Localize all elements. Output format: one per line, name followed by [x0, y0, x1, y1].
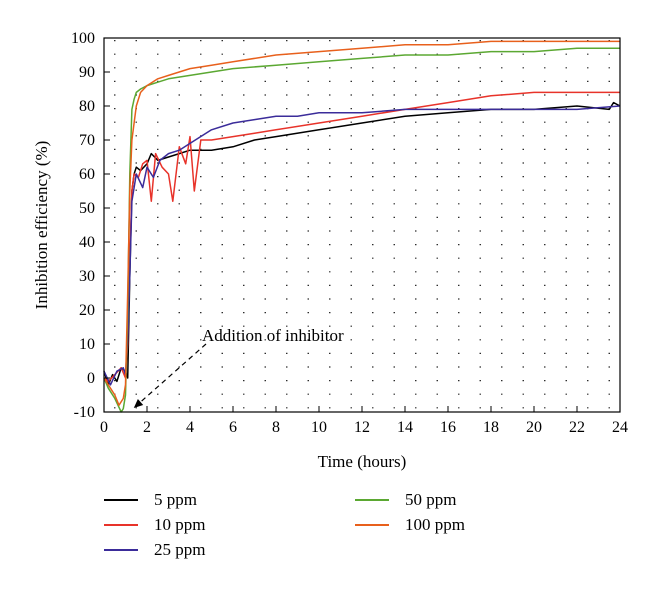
x-tick-label: 2	[143, 419, 151, 436]
y-tick-label: 0	[87, 370, 95, 387]
x-tick-label: 20	[526, 419, 542, 436]
y-tick-label: 30	[79, 268, 95, 285]
annotation-arrowhead	[133, 399, 144, 408]
y-tick-label: 20	[79, 302, 95, 319]
x-tick-label: 24	[612, 419, 628, 436]
x-tick-label: 0	[100, 419, 108, 436]
series-line-5-ppm	[103, 101, 621, 386]
series-line-50-ppm	[103, 47, 620, 413]
x-tick-label: 4	[186, 419, 194, 436]
y-tick-label: 10	[79, 336, 95, 353]
annotation-arrow	[133, 343, 207, 409]
y-tick-label: 70	[79, 132, 95, 149]
x-tick-label: 22	[569, 419, 585, 436]
x-tick-label: 12	[354, 419, 370, 436]
grid	[114, 40, 610, 410]
annotation-text: Addition of inhibitor	[202, 326, 344, 345]
series-line-25-ppm	[103, 105, 621, 386]
legend-label-5-ppm: 5 ppm	[154, 490, 197, 509]
x-axis-label: Time (hours)	[318, 452, 407, 471]
y-tick-label: 50	[79, 200, 95, 217]
y-tick-label: 80	[79, 98, 95, 115]
y-tick-label: -10	[74, 404, 95, 421]
series-lines	[103, 40, 621, 413]
legend-label-50-ppm: 50 ppm	[405, 490, 456, 509]
x-tick-label: 10	[311, 419, 327, 436]
legend-label-100-ppm: 100 ppm	[405, 515, 465, 534]
y-tick-label: 60	[79, 166, 95, 183]
legend: 5 ppm 10 ppm 25 ppm 50 ppm 100 ppm	[104, 490, 465, 559]
y-tick-label: 100	[71, 30, 95, 47]
series-line-10-ppm	[103, 91, 620, 383]
x-tick-label: 14	[397, 419, 413, 436]
x-tick-label: 6	[229, 419, 237, 436]
plot-frame	[103, 37, 621, 413]
x-tick-label: 16	[440, 419, 456, 436]
series-line-100-ppm	[103, 40, 620, 406]
legend-label-10-ppm: 10 ppm	[154, 515, 205, 534]
x-tick-label: 8	[272, 419, 280, 436]
y-tick-label: 90	[79, 64, 95, 81]
annotation: Addition of inhibitor	[133, 326, 344, 409]
legend-label-25-ppm: 25 ppm	[154, 540, 205, 559]
axis-ticks: 0 2 4 6 8 10 12 14 16 18 20 22 24-100102030405060708…	[71, 30, 628, 436]
y-tick-label: 40	[79, 234, 95, 251]
x-tick-label: 18	[483, 419, 499, 436]
y-axis-label: Inhibition efficiency (%)	[32, 141, 51, 310]
